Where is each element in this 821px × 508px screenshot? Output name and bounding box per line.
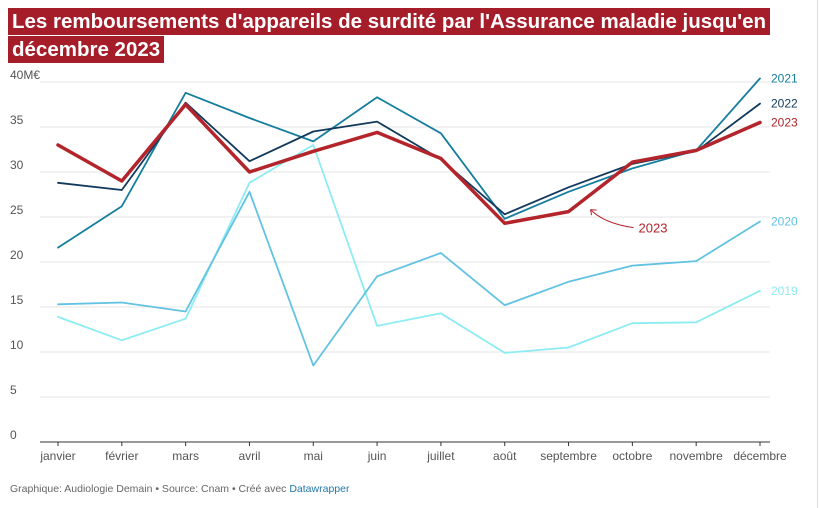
series-line-2019 bbox=[57, 144, 761, 354]
annotation-arrowhead bbox=[590, 209, 597, 216]
y-tick-label: 10 bbox=[10, 338, 24, 352]
x-tick-label-avril: avril bbox=[238, 449, 260, 463]
y-tick-label: 20 bbox=[10, 248, 24, 262]
series-label-2022: 2022 bbox=[771, 97, 798, 111]
footer: Graphique: Audiologie Demain • Source: C… bbox=[10, 483, 349, 495]
series-labels: 2019 2020 2021 2022 2023 bbox=[771, 71, 798, 297]
footer-credits: Graphique: Audiologie Demain • Source: C… bbox=[10, 483, 290, 495]
x-tick-label-juillet: juillet bbox=[426, 449, 455, 463]
grid: 0 5 10 15 20 25 30 35 40M€ bbox=[10, 68, 770, 443]
y-tick-label: 0 bbox=[10, 428, 17, 442]
y-tick-label: 5 bbox=[10, 383, 17, 397]
annotation: 2023 bbox=[590, 209, 668, 236]
x-tick-label-juin: juin bbox=[367, 449, 387, 463]
y-tick-label: 25 bbox=[10, 203, 24, 217]
frame-border bbox=[817, 0, 818, 508]
x-tick-label-aout: août bbox=[493, 449, 517, 463]
x-tick-label-mai: mai bbox=[304, 449, 323, 463]
x-axis-labels: janvier février mars avril mai juin juillet aoû… bbox=[39, 442, 787, 463]
chart-title-wrap: Les remboursements d'appareils de surdit… bbox=[8, 8, 813, 64]
series-lines bbox=[56, 77, 762, 367]
y-tick-label: 15 bbox=[10, 293, 24, 307]
x-tick-label-mars: mars bbox=[172, 449, 199, 463]
annotation-arrow bbox=[590, 209, 634, 229]
series-label-2019: 2019 bbox=[771, 284, 798, 298]
series-line-2021 bbox=[57, 77, 761, 249]
y-tick-label: 30 bbox=[10, 158, 24, 172]
y-tick-label: 40M€ bbox=[10, 68, 40, 82]
series-label-2020: 2020 bbox=[771, 215, 798, 229]
x-tick-label-fevrier: février bbox=[105, 449, 138, 463]
annotation-label: 2023 bbox=[639, 221, 668, 236]
datawrapper-link[interactable]: Datawrapper bbox=[289, 483, 350, 495]
series-label-2023: 2023 bbox=[771, 116, 798, 130]
x-tick-label-decembre: décembre bbox=[733, 449, 787, 463]
series-line-2020 bbox=[57, 190, 761, 367]
y-tick-label: 35 bbox=[10, 113, 24, 127]
series-line-2023 bbox=[56, 102, 762, 226]
x-tick-label-novembre: novembre bbox=[669, 449, 723, 463]
x-tick-label-janvier: janvier bbox=[39, 449, 75, 463]
x-tick-label-septembre: septembre bbox=[540, 449, 597, 463]
series-label-2021: 2021 bbox=[771, 71, 798, 85]
x-tick-label-octobre: octobre bbox=[612, 449, 652, 463]
